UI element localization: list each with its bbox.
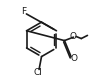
Text: O: O <box>69 32 76 41</box>
Text: Cl: Cl <box>33 68 42 77</box>
Text: F: F <box>22 7 27 16</box>
Text: O: O <box>70 54 77 63</box>
